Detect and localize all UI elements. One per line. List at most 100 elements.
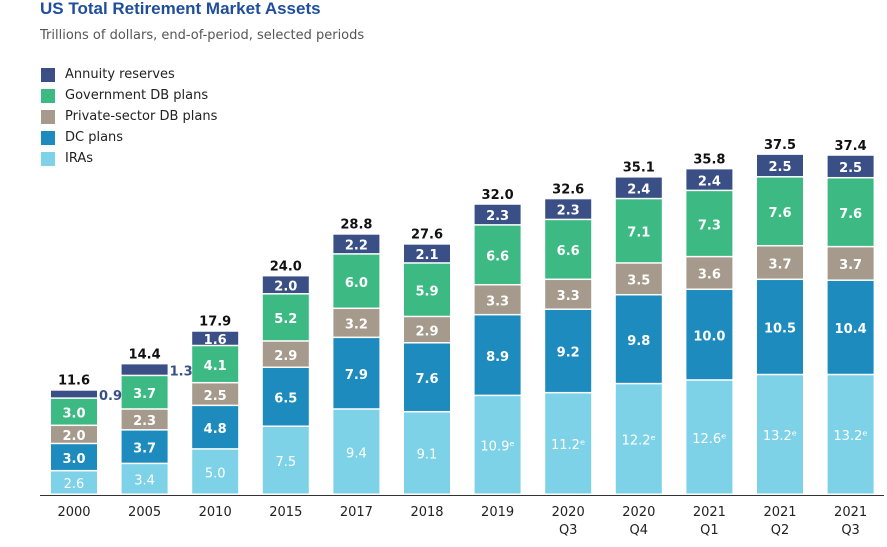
data-label-privdb: 3.7 — [839, 258, 862, 273]
data-label-ira: 13.2ᵉ — [763, 429, 797, 444]
x-tick-label: Q2 — [771, 523, 790, 538]
bar-segment-annuity — [121, 364, 168, 375]
data-label-privdb: 3.7 — [768, 257, 791, 272]
data-label-privdb: 3.3 — [486, 294, 509, 309]
bar-segment-ira — [757, 375, 803, 494]
data-label-annuity: 2.5 — [768, 160, 791, 175]
bar-segment-privdb — [757, 246, 803, 279]
bar-segment-dc — [262, 368, 309, 426]
legend-item-govdb: Government DB plans — [41, 85, 217, 106]
data-label-ira: 9.4 — [346, 446, 367, 461]
bar-segment-annuity — [827, 155, 874, 177]
bar-segment-ira — [474, 396, 521, 494]
bar-segment-annuity — [262, 276, 309, 294]
legend: Annuity reserves Government DB plans Pri… — [41, 64, 217, 169]
bar-segment-dc — [757, 280, 803, 374]
bar-segment-govdb — [757, 177, 803, 245]
data-label-dc: 4.8 — [204, 422, 227, 437]
data-label-govdb: 6.0 — [345, 276, 368, 291]
bar-segment-annuity — [545, 199, 592, 219]
data-label-privdb: 3.3 — [557, 289, 580, 304]
data-label-annuity: 2.3 — [557, 204, 580, 219]
bar-total-label: 37.5 — [764, 138, 796, 153]
data-label-annuity: 2.3 — [486, 209, 509, 224]
x-tick-label: 2020 — [622, 505, 655, 520]
legend-swatch-ira — [41, 151, 55, 166]
data-label-ira: 10.9ᵉ — [480, 440, 514, 455]
bar-total-label: 27.6 — [411, 228, 443, 243]
x-tick-label: 2000 — [57, 505, 90, 520]
bar-segment-govdb — [545, 220, 592, 279]
data-label-dc: 10.5 — [764, 322, 796, 337]
bar-segment-ira — [545, 393, 592, 494]
data-label-annuity: 2.0 — [274, 279, 297, 294]
bar-segment-govdb — [262, 294, 309, 341]
bar-total-label: 17.9 — [199, 315, 231, 330]
data-label-govdb: 7.6 — [768, 206, 791, 221]
data-label-dc: 7.6 — [415, 372, 438, 387]
data-label-ira: 12.6ᵉ — [692, 432, 726, 447]
x-tick-label: 2005 — [128, 505, 161, 520]
chart-title: US Total Retirement Market Assets — [40, 0, 321, 18]
data-label-privdb: 3.6 — [698, 268, 721, 283]
bar-segment-dc — [686, 290, 733, 380]
data-label-privdb: 2.5 — [204, 389, 227, 404]
bar-segment-ira — [404, 412, 450, 494]
data-label-ira: 5.0 — [205, 466, 226, 481]
bar-segment-ira — [827, 375, 874, 494]
legend-label: Private-sector DB plans — [65, 109, 218, 124]
data-label-annuity: 1.6 — [204, 333, 227, 348]
data-label-privdb: 2.9 — [274, 349, 297, 364]
data-label-govdb: 4.1 — [204, 359, 227, 374]
legend-swatch-annuity — [41, 67, 55, 82]
data-label-dc: 7.9 — [345, 368, 368, 383]
x-tick-label: 2015 — [269, 505, 302, 520]
chart-subtitle: Trillions of dollars, end-of-period, sel… — [40, 28, 365, 43]
bar-segment-annuity — [51, 390, 97, 398]
legend-label: IRAs — [65, 151, 94, 166]
data-label-ira: 13.2ᵉ — [833, 429, 867, 444]
x-tick-label: 2021 — [693, 505, 726, 520]
legend-item-ira: IRAs — [41, 148, 217, 169]
x-tick-label: Q1 — [700, 523, 719, 538]
bar-segment-dc — [404, 343, 450, 411]
data-label-annuity: 2.2 — [345, 239, 368, 254]
bar-segment-privdb — [51, 426, 97, 443]
bar-segment-dc — [545, 309, 592, 392]
data-label-govdb: 5.2 — [274, 312, 297, 327]
legend-swatch-dc — [41, 130, 55, 145]
bar-segment-privdb — [192, 383, 239, 405]
data-label-ira: 12.2ᵉ — [622, 434, 656, 449]
bar-segment-ira — [615, 384, 662, 494]
data-label-privdb: 3.2 — [345, 318, 368, 333]
x-tick-label: 2017 — [340, 505, 373, 520]
x-tick-label: 2021 — [834, 505, 867, 520]
legend-swatch-govdb — [41, 88, 55, 103]
bar-segment-ira — [686, 380, 733, 494]
bar-segment-privdb — [827, 247, 874, 280]
x-tick-label: Q3 — [841, 523, 860, 538]
bar-segment-dc — [333, 338, 380, 409]
data-label-ira: 7.5 — [275, 455, 296, 470]
data-label-ira: 9.1 — [417, 448, 438, 463]
bar-segment-annuity — [757, 154, 803, 177]
bar-segment-annuity — [474, 204, 521, 225]
data-label-annuity: 2.1 — [415, 248, 438, 263]
bar-total-label: 35.1 — [623, 161, 655, 176]
data-label-dc: 3.7 — [133, 441, 156, 456]
bar-segment-dc — [615, 295, 662, 383]
data-label-govdb: 3.0 — [62, 406, 85, 421]
bar-segment-annuity — [192, 331, 239, 345]
legend-label: Government DB plans — [65, 88, 209, 103]
bar-segment-annuity — [686, 169, 733, 190]
data-label-dc: 10.0 — [693, 329, 725, 344]
bar-segment-ira — [262, 426, 309, 494]
bar-segment-dc — [474, 315, 521, 395]
legend-item-annuity: Annuity reserves — [41, 64, 217, 85]
data-label-annuity: 1.3 — [170, 364, 193, 379]
bar-segment-privdb — [615, 263, 662, 294]
legend-item-privdb: Private-sector DB plans — [41, 106, 217, 127]
data-label-annuity: 2.4 — [698, 174, 721, 189]
bar-segment-ira — [51, 471, 97, 494]
data-label-annuity: 2.4 — [627, 182, 650, 197]
